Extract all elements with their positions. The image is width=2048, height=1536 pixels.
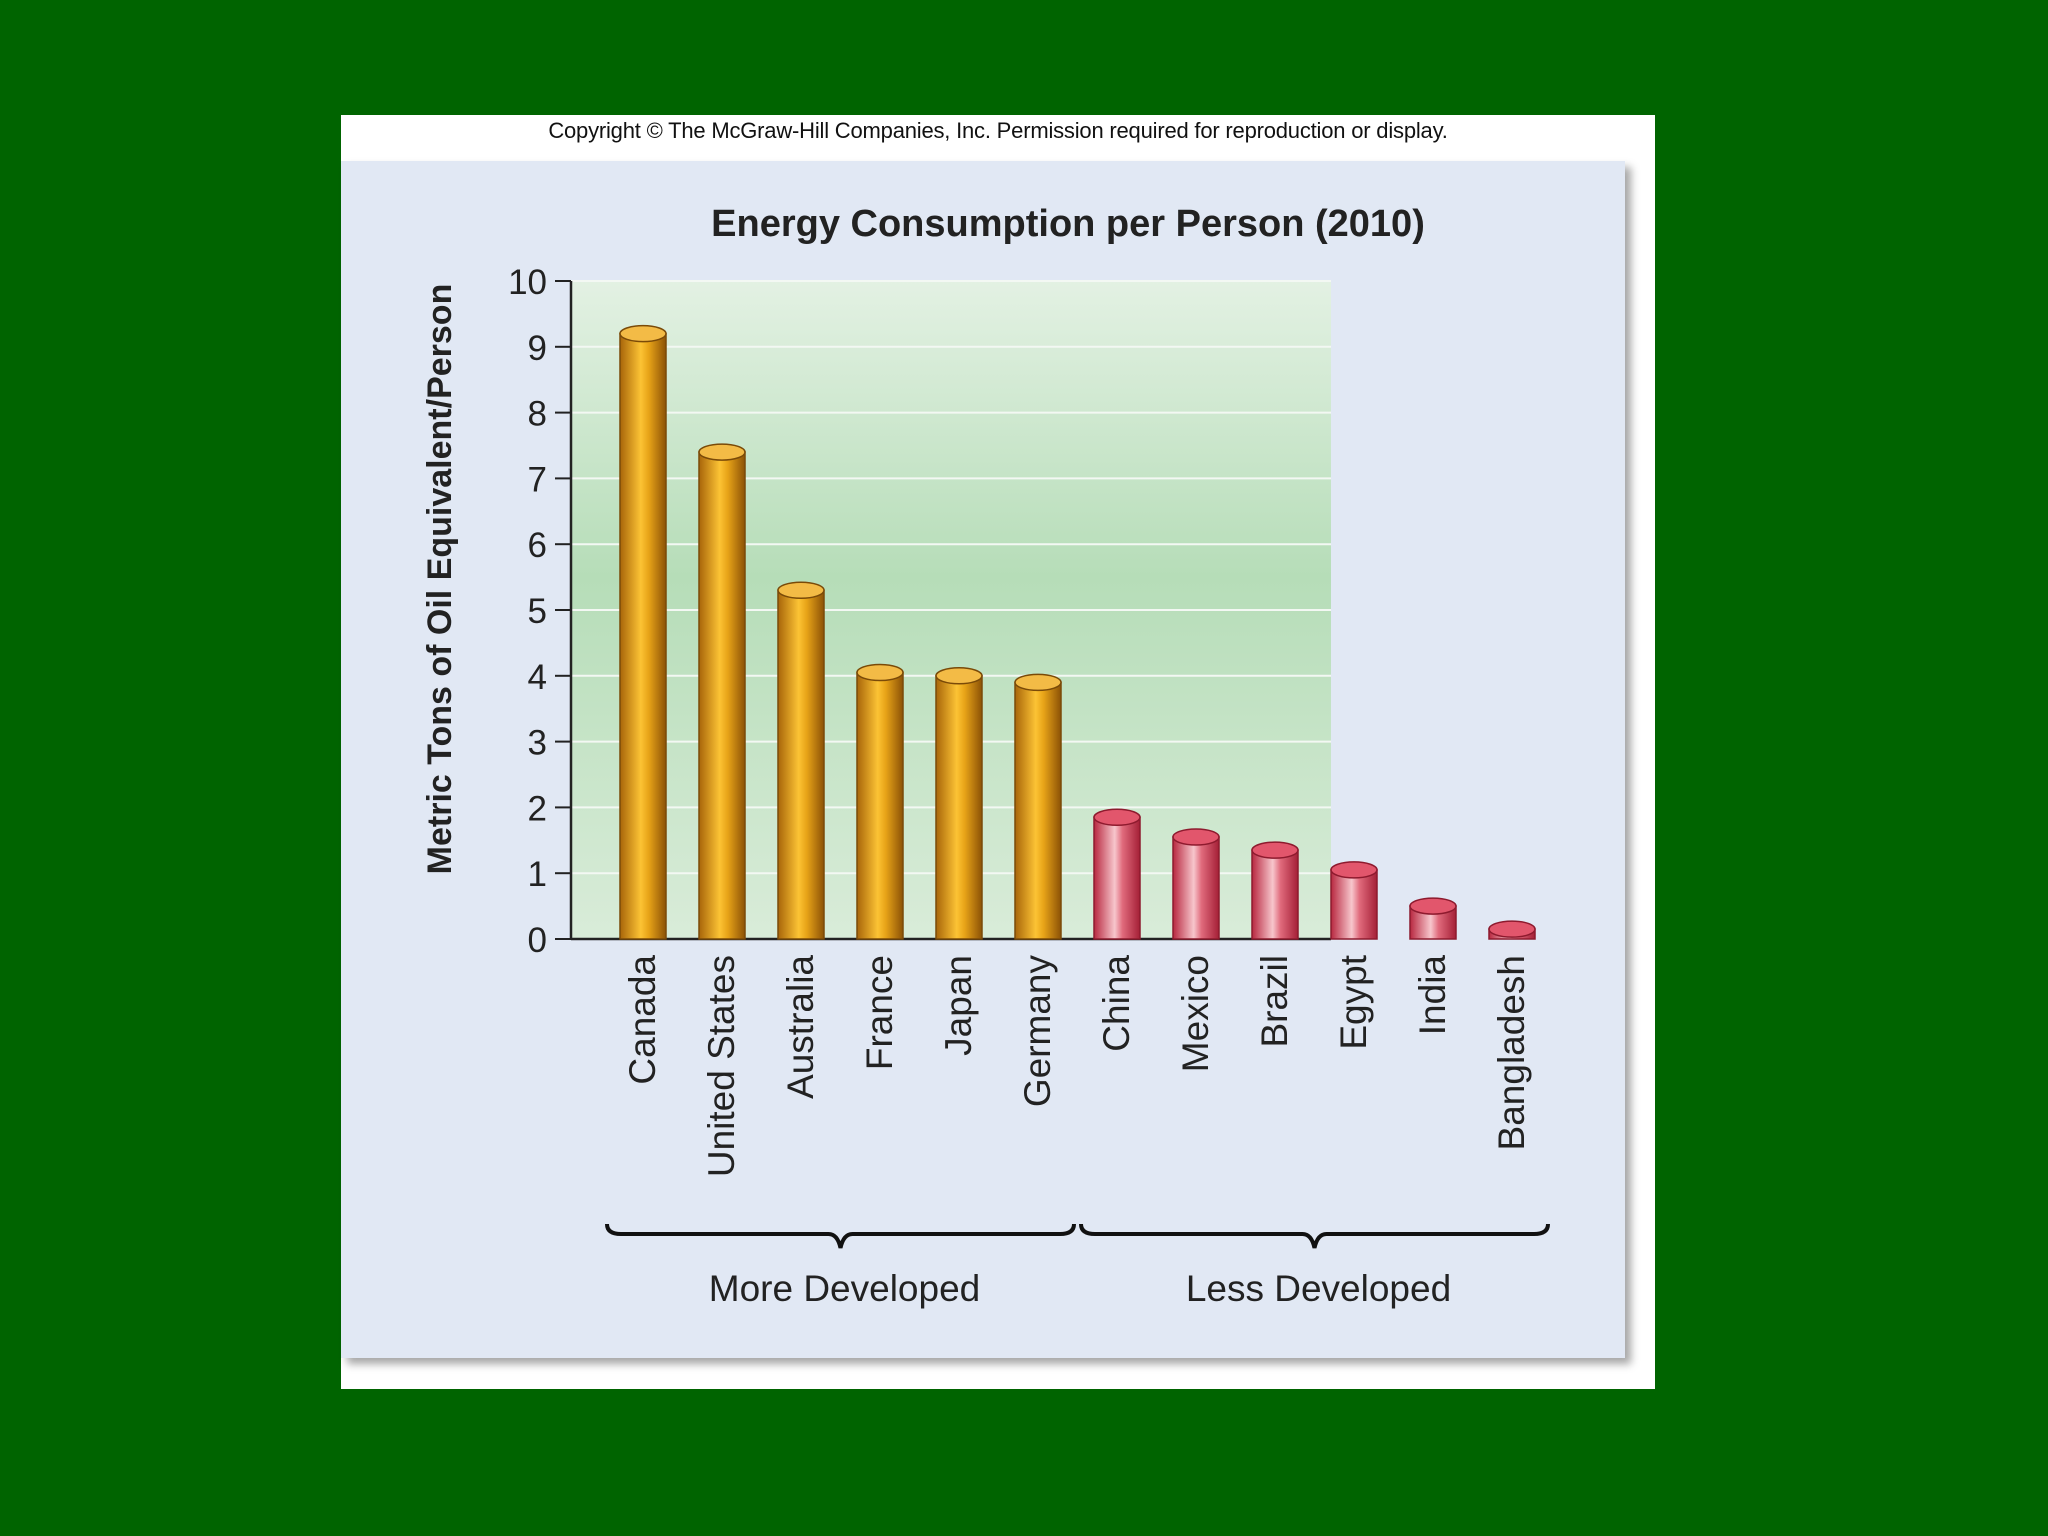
x-category-label: India [1412, 955, 1453, 1036]
x-category-label: United States [701, 955, 742, 1177]
bar-body [1330, 869, 1378, 940]
bar-canada [619, 324, 667, 940]
bar-germany [1014, 673, 1062, 940]
bar-china [1093, 808, 1141, 940]
bar-body [1251, 849, 1299, 940]
x-category-label: Germany [1017, 955, 1058, 1108]
bar-body [619, 332, 667, 940]
x-category-label: Brazil [1254, 955, 1295, 1048]
x-category-label: France [859, 955, 900, 1070]
bar-cap [1014, 673, 1062, 692]
y-tick-label: 6 [528, 526, 547, 565]
y-tick-label: 10 [508, 263, 547, 302]
bar-egypt [1330, 861, 1378, 940]
group-braces: More Developed Less Developed [605, 1223, 1550, 1309]
y-tick-label: 4 [528, 658, 547, 697]
bar-cap [619, 324, 667, 343]
bar-body [698, 451, 746, 940]
y-tick-label: 1 [528, 855, 547, 894]
y-tick-label: 2 [528, 789, 547, 828]
group-label: Less Developed [1186, 1268, 1451, 1309]
bar-body [1172, 836, 1220, 940]
group-brace [1079, 1223, 1550, 1249]
bar-india [1409, 897, 1457, 940]
bar-united-states [698, 443, 746, 940]
group-brace [605, 1223, 1076, 1249]
bar-body [1014, 681, 1062, 940]
bar-body [856, 671, 904, 940]
bar-cap [698, 443, 746, 461]
x-category-label: Bangladesh [1491, 955, 1532, 1150]
figure-card: Copyright © The McGraw-Hill Companies, I… [341, 115, 1655, 1389]
y-tick-label: 7 [528, 460, 547, 499]
x-category-label: Australia [780, 955, 821, 1099]
x-category-label: Canada [622, 955, 663, 1085]
x-category-label: Egypt [1333, 954, 1374, 1049]
bar-france [856, 663, 904, 940]
bar-cap [1093, 808, 1141, 827]
bar-mexico [1172, 828, 1220, 940]
chart-panel: 0 1 2 3 4 5 6 7 8 9 10 Canada United States Australi… [341, 161, 1625, 1358]
copyright-notice: Copyright © The McGraw-Hill Companies, I… [548, 118, 1448, 143]
bar-australia [777, 581, 825, 940]
bar-cap [856, 663, 904, 682]
x-category-label: Japan [938, 955, 979, 1056]
bar-cap [1409, 897, 1457, 915]
bar-body [935, 675, 983, 940]
bar-cap [935, 667, 983, 685]
bar-body [1093, 816, 1141, 940]
bar-cap [777, 581, 825, 600]
bar-cap [1172, 828, 1220, 846]
x-category-label: China [1096, 955, 1137, 1052]
bar-cap [1251, 841, 1299, 859]
y-tick-label: 0 [528, 921, 547, 960]
bars [619, 324, 1536, 940]
y-tick-label: 9 [528, 329, 547, 368]
bar-cap [1488, 920, 1536, 938]
category-labels: Canada United States Australia France Japan G… [622, 954, 1532, 1177]
y-tick-label: 8 [528, 395, 547, 434]
bar-bangladesh [1488, 920, 1536, 940]
group-label: More Developed [709, 1268, 980, 1309]
bar-japan [935, 667, 983, 940]
chart-title: Energy Consumption per Person (2010) [711, 203, 1425, 245]
y-tick-label: 5 [528, 592, 547, 631]
y-axis-title: Metric Tons of Oil Equivalent/Person [421, 284, 459, 875]
x-category-label: Mexico [1175, 955, 1216, 1072]
y-tick-label: 3 [528, 724, 547, 763]
bar-body [777, 589, 825, 940]
bar-chart: 0 1 2 3 4 5 6 7 8 9 10 Canada United States Australi… [421, 203, 1550, 1309]
bar-brazil [1251, 841, 1299, 940]
bar-cap [1330, 861, 1378, 879]
